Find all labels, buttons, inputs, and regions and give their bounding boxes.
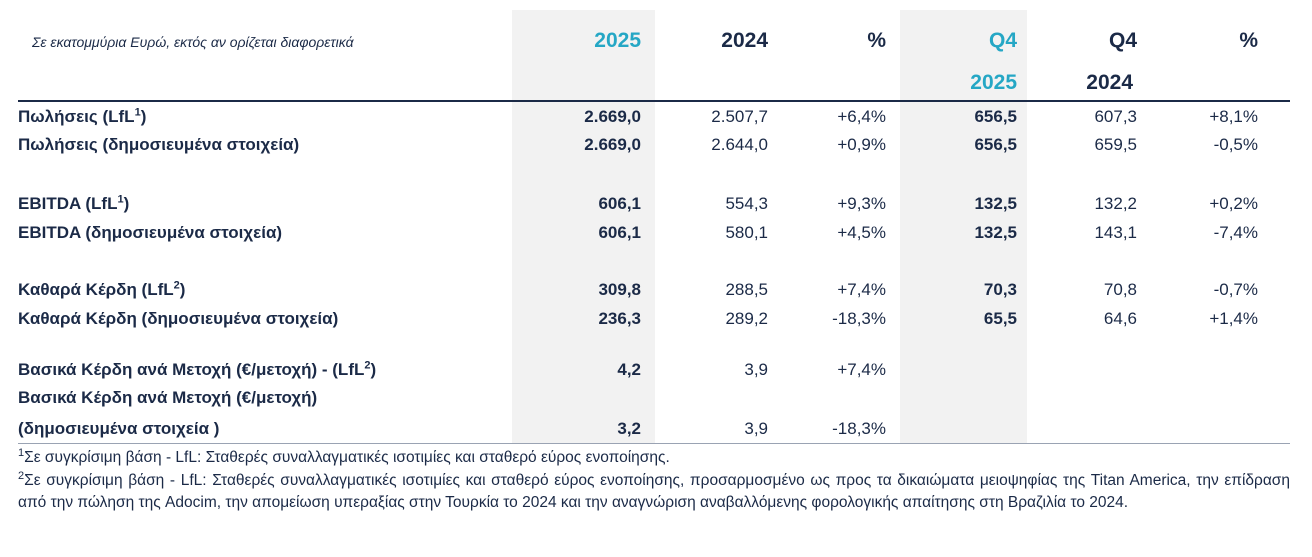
cell: -7,4% [1213, 223, 1258, 242]
cell: +6,4% [837, 107, 886, 126]
row-label-text: Καθαρά Κέρδη (LfL [18, 280, 174, 299]
cell: 2.644,0 [711, 135, 768, 154]
row-label: EBITDA (δημοσιευμένα στοιχεία) [18, 222, 282, 244]
footnote-mark: 2 [18, 469, 25, 482]
bottom-rule [18, 443, 1290, 444]
cell: 70,3 [983, 280, 1017, 299]
footnote-text: Σε συγκρίσιμη βάση - LfL: Σταθερές συναλ… [24, 449, 670, 466]
cell: 132,5 [974, 223, 1017, 242]
cell: 65,5 [983, 309, 1017, 328]
row-label-text: Βασικά Κέρδη ανά Μετοχή (€/μετοχή) [18, 388, 318, 407]
row-label-end: ) [123, 194, 130, 213]
header-note: Σε εκατομμύρια Ευρώ, εκτός αν ορίζεται δ… [32, 34, 354, 50]
row-label: EBITDA (LfL1) [18, 193, 129, 215]
column-header: % [867, 29, 886, 52]
row-label-text: EBITDA (LfL [18, 194, 118, 213]
cell: 2.507,7 [711, 107, 768, 126]
shade-2025 [512, 10, 655, 443]
row-label-text: Βασικά Κέρδη ανά Μετοχή (€/μετοχή) - (Lf… [18, 360, 365, 379]
cell: +7,4% [837, 280, 886, 299]
cell: 236,3 [598, 309, 641, 328]
cell: 3,9 [744, 419, 768, 438]
row-label-line2: (δημοσιευμένα στοιχεία ) [18, 419, 220, 438]
footnote-ref: 1 [134, 106, 141, 119]
cell: 606,1 [598, 223, 641, 242]
column-header: 2025 [594, 29, 641, 52]
cell: -0,5% [1213, 135, 1258, 154]
cell: +7,4% [837, 360, 886, 379]
row-label: Καθαρά Κέρδη (LfL2) [18, 279, 185, 301]
cell: 659,5 [1094, 135, 1137, 154]
cell: +8,1% [1209, 107, 1258, 126]
footnote-mark: 1 [18, 446, 25, 459]
row-label-end: ) [140, 107, 147, 126]
row-label-text: Καθαρά Κέρδη (δημοσιευμένα στοιχεία) [18, 309, 339, 328]
cell: 132,5 [974, 194, 1017, 213]
column-header: Q4 [1108, 29, 1137, 52]
cell: 656,5 [974, 107, 1017, 126]
footnote-ref: 2 [173, 279, 180, 292]
cell: +4,5% [837, 223, 886, 242]
column-header: Q4 [988, 29, 1017, 52]
column-header-year: 2024 [1086, 71, 1133, 94]
cell: 554,3 [725, 194, 768, 213]
cell: 3,9 [744, 360, 768, 379]
cell: 3,2 [617, 419, 641, 438]
footnote-text: Σε συγκρίσιμη βάση - LfL: Σταθερές συναλ… [18, 472, 1290, 511]
cell: +1,4% [1209, 309, 1258, 328]
cell: 606,1 [598, 194, 641, 213]
row-label-end: ) [179, 280, 186, 299]
footnote-ref: 2 [364, 359, 371, 372]
row-label-text: Πωλήσεις (LfL [18, 107, 135, 126]
header-rule [18, 100, 1290, 102]
row-label-text: Πωλήσεις (δημοσιευμένα στοιχεία) [18, 135, 300, 154]
cell: 4,2 [617, 360, 641, 379]
row-label: Καθαρά Κέρδη (δημοσιευμένα στοιχεία) [18, 308, 338, 330]
cell: -0,7% [1213, 280, 1258, 299]
cell: -18,3% [832, 419, 886, 438]
cell: 70,8 [1103, 280, 1137, 299]
cell: 2.669,0 [584, 135, 641, 154]
cell: 309,8 [598, 280, 641, 299]
shade-q4-2025 [900, 10, 1027, 443]
column-header: % [1239, 29, 1258, 52]
cell: 143,1 [1094, 223, 1137, 242]
cell: 607,3 [1094, 107, 1137, 126]
row-label: Πωλήσεις (δημοσιευμένα στοιχεία) [18, 134, 299, 156]
footnote: 2Σε συγκρίσιμη βάση - LfL: Σταθερές συνα… [18, 470, 1290, 514]
cell: 288,5 [725, 280, 768, 299]
cell: 64,6 [1103, 309, 1137, 328]
row-label: Πωλήσεις (LfL1) [18, 106, 146, 128]
cell: +9,3% [837, 194, 886, 213]
footnote-ref: 1 [117, 193, 124, 206]
row-label-text: EBITDA (δημοσιευμένα στοιχεία) [18, 223, 283, 242]
column-header: 2024 [721, 29, 768, 52]
cell: 656,5 [974, 135, 1017, 154]
cell: +0,2% [1209, 194, 1258, 213]
cell: -18,3% [832, 309, 886, 328]
column-header-year: 2025 [970, 71, 1017, 94]
footnote: 1Σε συγκρίσιμη βάση - LfL: Σταθερές συνα… [18, 447, 1290, 469]
cell: 289,2 [725, 309, 768, 328]
cell: 2.669,0 [584, 107, 641, 126]
cell: 580,1 [725, 223, 768, 242]
cell: 132,2 [1094, 194, 1137, 213]
row-label: Βασικά Κέρδη ανά Μετοχή (€/μετοχή) [18, 387, 317, 409]
row-label: Βασικά Κέρδη ανά Μετοχή (€/μετοχή) - (Lf… [18, 359, 376, 381]
cell: +0,9% [837, 135, 886, 154]
row-label-end: ) [370, 360, 377, 379]
